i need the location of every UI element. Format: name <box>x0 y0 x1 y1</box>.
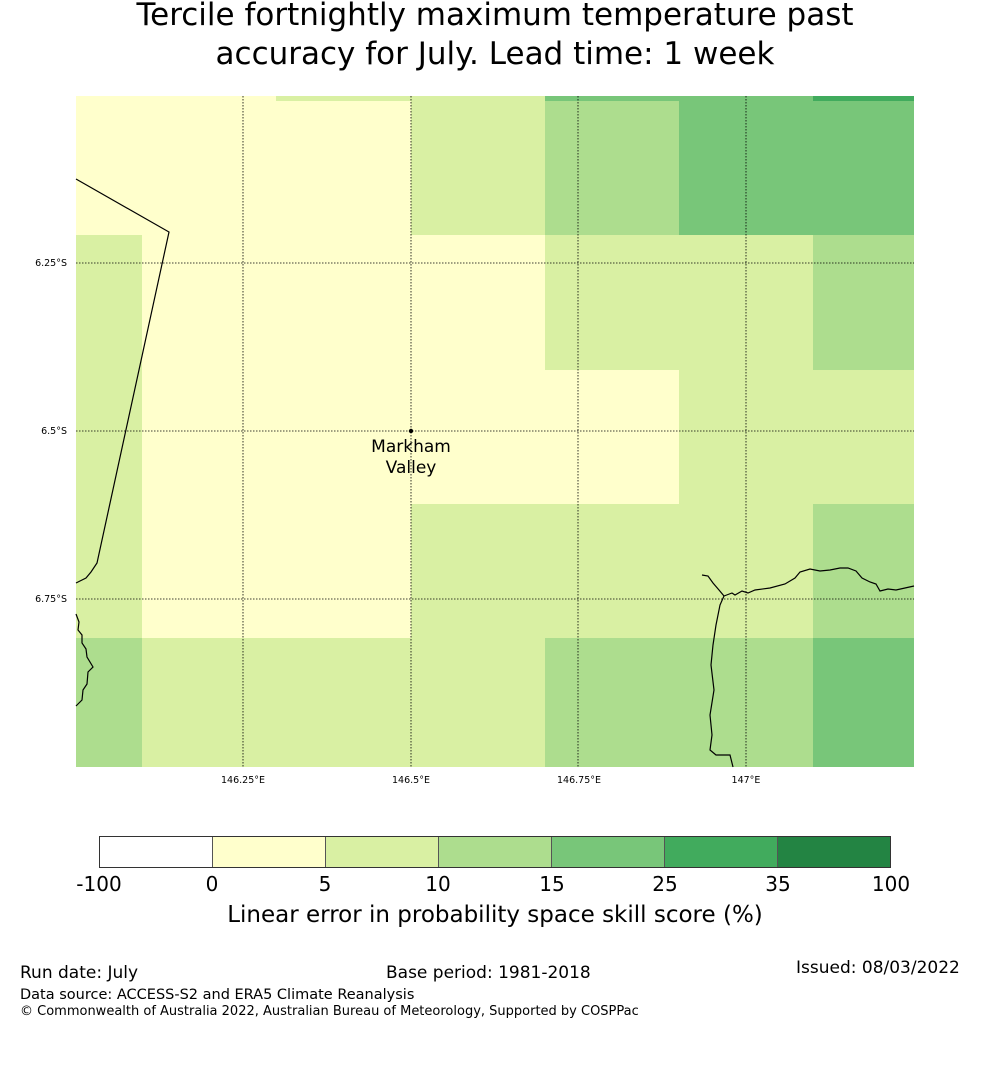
map-title-line-2: accuracy for July. Lead time: 1 week <box>215 36 775 72</box>
map-cell <box>679 101 914 235</box>
colorbar-segment <box>326 837 439 867</box>
place-label-line-2: Valley <box>386 458 437 478</box>
lon-labels: 146.25°E 146.5°E 146.75°E 147°E <box>221 775 760 786</box>
colorbar-tick: 0 <box>205 872 219 896</box>
map-cell <box>276 96 545 101</box>
map-cell <box>545 101 679 235</box>
map-cell <box>76 370 142 504</box>
colorbar-tick: 10 <box>425 872 451 896</box>
lon-label: 146.5°E <box>392 775 430 786</box>
map-cell <box>545 235 813 370</box>
run-date: Run date: July <box>20 963 139 983</box>
map-cell <box>142 235 545 370</box>
lat-label: 6.5°S <box>41 426 67 437</box>
map-cell <box>411 504 813 638</box>
east-coast-line <box>701 567 915 768</box>
colorbar-segment <box>778 837 890 867</box>
colorbar-segment <box>213 837 326 867</box>
colorbar-tick: 5 <box>318 872 332 896</box>
colorbar-segment <box>665 837 778 867</box>
colorbar <box>99 836 891 868</box>
coastlines <box>75 178 915 768</box>
colorbar-segment <box>100 837 213 867</box>
map-cell <box>813 504 914 638</box>
colorbar-tick: 15 <box>539 872 565 896</box>
place-label-line-1: Markham <box>371 437 451 457</box>
border-line <box>75 178 170 584</box>
map-cell <box>76 96 276 101</box>
colorbar-tick: 100 <box>871 872 911 896</box>
lon-label: 147°E <box>732 775 761 786</box>
map-cell <box>813 235 914 370</box>
base-period: Base period: 1981-2018 <box>386 963 591 983</box>
skill-score-map: Markham Valley 6.25°S 6.5°S 6.75°S 146.2… <box>35 96 915 786</box>
map-cell <box>76 235 142 370</box>
colorbar-tick: 35 <box>765 872 791 896</box>
lat-labels: 6.25°S 6.5°S 6.75°S <box>35 258 67 605</box>
map-cell <box>545 96 813 101</box>
map-title: Tercile fortnightly maximum temperature … <box>0 0 990 74</box>
map-cell <box>813 638 914 767</box>
colorbar-segment <box>439 837 552 867</box>
map-cell <box>76 638 142 767</box>
data-source: Data source: ACCESS-S2 and ERA5 Climate … <box>20 987 415 1003</box>
lat-label: 6.75°S <box>35 594 67 605</box>
place-dot <box>408 428 414 434</box>
lon-label: 146.75°E <box>557 775 601 786</box>
map-cell <box>679 370 914 504</box>
map-cell <box>813 96 914 101</box>
lon-label: 146.25°E <box>221 775 265 786</box>
map-cell <box>142 504 411 638</box>
map-cell <box>76 101 411 235</box>
colorbar-segment <box>552 837 665 867</box>
map-cell <box>142 638 545 767</box>
map-cell <box>545 638 813 767</box>
map-cells <box>76 96 914 767</box>
colorbar-label: Linear error in probability space skill … <box>227 902 763 928</box>
colorbar-tick: -100 <box>76 872 122 896</box>
west-coast-line <box>75 613 94 707</box>
lat-label: 6.25°S <box>35 258 67 269</box>
graticule <box>76 96 914 767</box>
copyright: © Commonwealth of Australia 2022, Austra… <box>20 1004 639 1019</box>
map-cell <box>142 370 679 504</box>
map-title-line-1: Tercile fortnightly maximum temperature … <box>136 0 854 33</box>
place-marker: Markham Valley <box>371 428 451 478</box>
map-cell <box>411 101 545 235</box>
issued-date: Issued: 08/03/2022 <box>796 958 960 978</box>
map-cell <box>76 504 142 638</box>
colorbar-tick: 25 <box>652 872 678 896</box>
